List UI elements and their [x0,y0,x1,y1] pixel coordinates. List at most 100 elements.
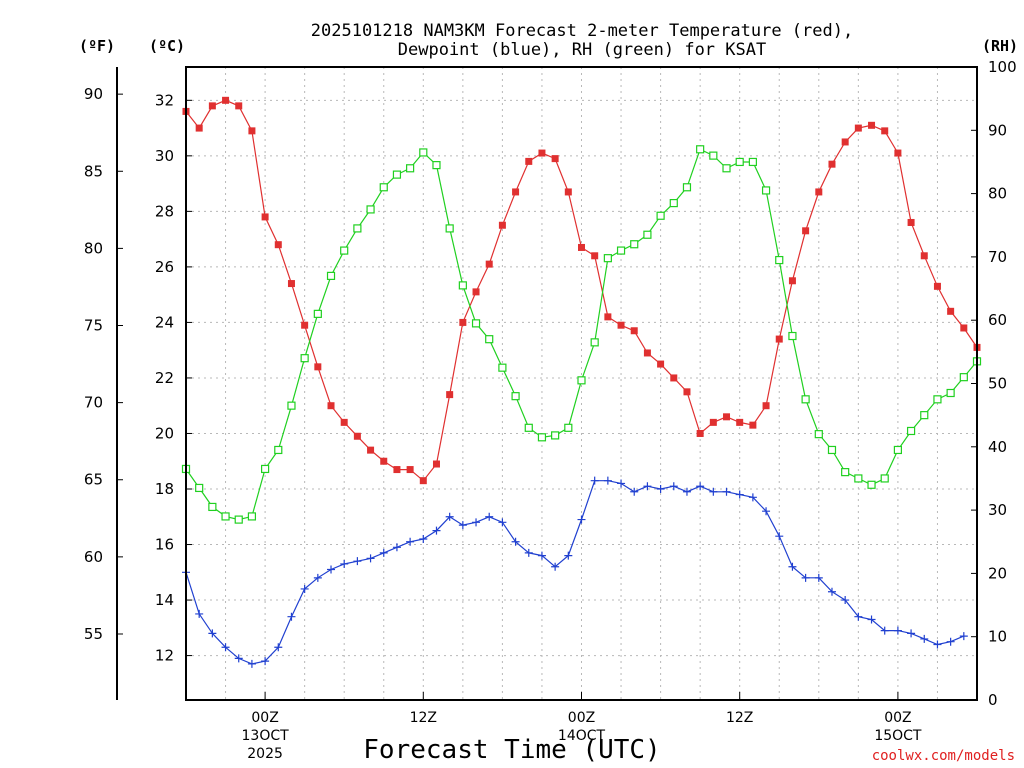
rh-point [814,430,823,439]
2-meter-temperature-point [301,321,309,329]
dewpoint-point [841,596,850,605]
rh-point [735,157,744,167]
rh-point [577,376,586,385]
rh-point [893,445,903,455]
rh-point [392,170,402,179]
rh-point [933,395,942,404]
rh-point [208,502,217,512]
rh-point [326,271,336,280]
rh-point [775,255,784,265]
dewpoint-point [669,482,678,491]
rh-tick-label: 0 [988,691,998,709]
celsius-tick-label: 32 [155,91,174,109]
rh-axis-unit: (RH) [982,37,1018,55]
dewpoint-point [933,640,942,649]
dewpoint-point [472,518,481,527]
rh-tick-label: 100 [988,58,1017,76]
celsius-tick-label: 18 [155,480,174,498]
dewpoint-point [419,534,428,543]
time-tick-date: 15OCT [874,728,922,744]
2-meter-temperature-point [472,288,480,296]
rh-point [656,211,665,220]
rh-point [630,240,639,249]
2-meter-temperature-point [736,418,744,426]
2-meter-temperature-point [604,313,612,321]
rh-point [696,145,705,154]
rh-tick-label: 50 [988,375,1007,393]
2-meter-temperature-point [591,252,599,260]
2-meter-temperature-point [538,149,546,157]
dewpoint-point [392,543,401,552]
dewpoint-point [880,626,889,635]
rh-point [880,474,889,483]
2-meter-temperature-point [657,360,665,368]
rh-point [221,512,230,521]
rh-point [946,388,955,398]
celsius-tick-label: 28 [155,202,174,220]
2-meter-temperature-point [723,413,731,421]
rh-point [537,433,547,442]
fahrenheit-tick-label: 55 [84,625,103,643]
rh-point [603,254,612,263]
celsius-tick-label: 30 [155,147,174,165]
rh-point [366,205,375,214]
time-tick-date: 13OCT [242,728,290,744]
x-axis-label: Forecast Time (UTC) [363,735,660,765]
dewpoint-point [287,612,296,621]
dewpoint-point [682,487,691,496]
dewpoint-point [920,634,929,643]
2-meter-temperature-point [762,402,770,410]
fahrenheit-tick-label: 70 [84,394,103,412]
dewpoint-point [340,559,349,568]
rh-point [709,151,718,160]
dewpoint-point [867,615,876,624]
celsius-axis-unit: (ºC) [149,37,185,55]
2-meter-temperature-point [841,138,849,146]
rh-point [195,483,204,493]
2-meter-temperature-point [670,374,678,382]
rh-point [841,468,850,477]
time-tick-hour: 00Z [568,710,595,726]
rh-point [682,183,692,192]
chart-title-line-1: 2025101218 NAM3KM Forecast 2-meter Tempe… [311,21,853,41]
2-meter-temperature-point [432,460,440,468]
time-tick-hour: 00Z [251,710,278,726]
2-meter-temperature-point [261,213,269,221]
rh-point [643,230,652,239]
celsius-tick-label: 16 [155,536,174,554]
2-meter-temperature-point [406,466,414,474]
dewpoint-point [643,482,652,491]
rh-point [788,331,797,341]
2-meter-temperature-point [907,218,915,226]
2-meter-temperature-point [419,477,427,485]
chart-title-line-2: Dewpoint (blue), RH (green) for KSAT [398,40,766,60]
rh-axis: 0 10 20 30 40 50 60 70 80 90 100 [971,58,1017,709]
2-meter-temperature-point [788,277,796,285]
rh-tick-label: 90 [988,121,1007,139]
2-meter-temperature-point [960,324,968,332]
rh-point [432,161,441,170]
2-meter-temperature-point [709,418,717,426]
rh-point [761,186,771,195]
rh-point [669,198,678,208]
dewpoint-point [221,643,230,652]
rh-point [406,164,415,173]
time-tick-hour: 12Z [410,710,437,726]
dewpoint-point [603,476,612,485]
rh-point [379,183,388,192]
rh-point [906,426,916,436]
rh-point [485,335,494,344]
rh-point [959,373,968,382]
dewpoint-point [247,659,256,668]
source-credit: coolwx.com/models [872,748,1015,764]
rh-tick-label: 40 [988,438,1007,456]
dewpoint-point [261,657,270,666]
2-meter-temperature-point [393,466,401,474]
2-meter-temperature-point [947,307,955,315]
2-meter-temperature-point [525,157,533,165]
rh-point [274,445,283,455]
celsius-tick-label: 12 [155,647,174,665]
fahrenheit-tick-label: 90 [84,85,103,103]
celsius-tick-label: 26 [155,258,174,276]
dewpoint-point [801,573,810,582]
